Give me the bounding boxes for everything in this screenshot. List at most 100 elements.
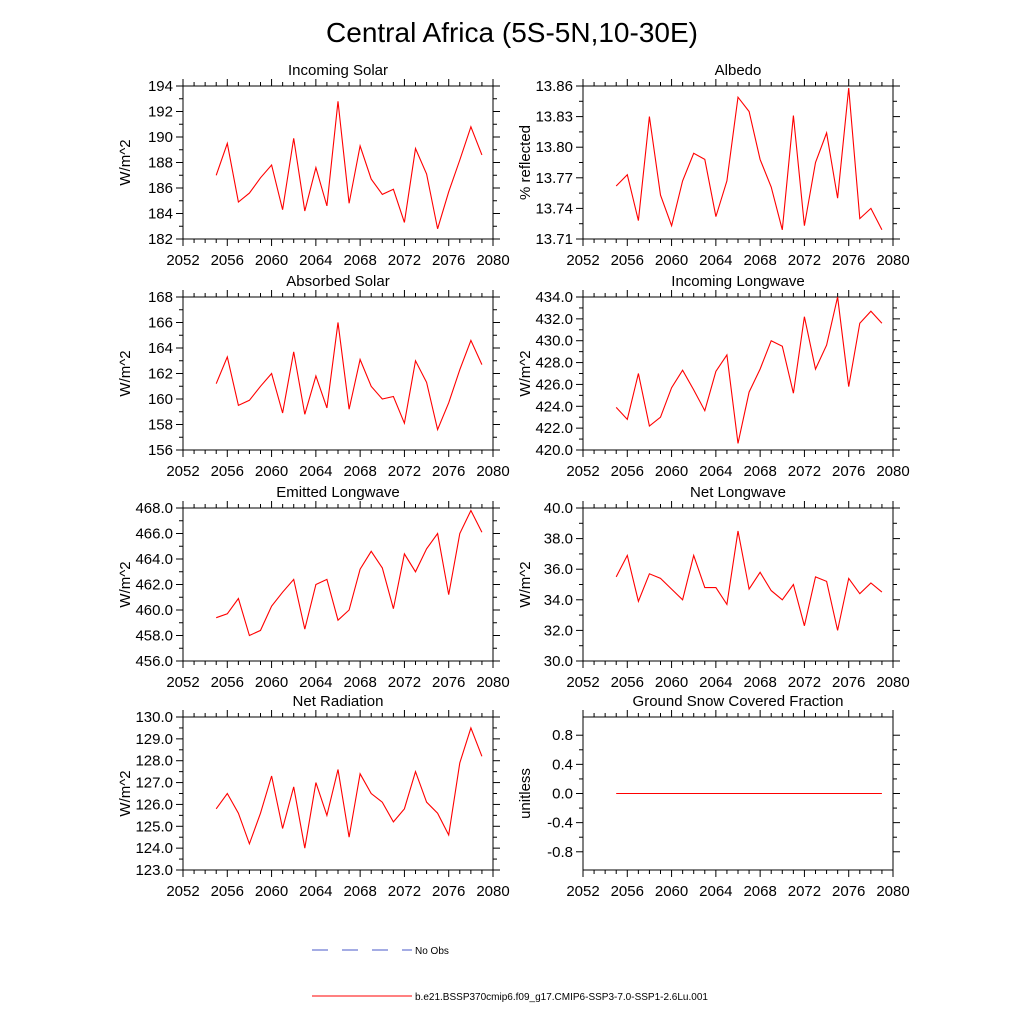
chart-2-ytick-label: 13.86 bbox=[535, 78, 573, 95]
chart-1-ytick-label: 182 bbox=[148, 231, 173, 248]
chart-2-ytick-label: 13.74 bbox=[535, 200, 573, 217]
chart-1-xtick-label: 2072 bbox=[388, 252, 421, 269]
chart-5-xtick-label: 2076 bbox=[432, 674, 465, 691]
chart-4-ylabel: W/m^2 bbox=[517, 350, 534, 396]
chart-5-ytick-label: 466.0 bbox=[135, 526, 173, 543]
chart-1-ylabel: W/m^2 bbox=[117, 139, 134, 185]
chart-5-xtick-label: 2068 bbox=[343, 674, 376, 691]
chart-1-xtick-label: 2064 bbox=[299, 252, 332, 269]
chart-7-frame bbox=[182, 716, 494, 871]
chart-3-xtick-label: 2064 bbox=[299, 463, 332, 480]
chart-4-xtick-label: 2064 bbox=[699, 463, 732, 480]
chart-8-panel: Ground Snow Covered Fraction unitless 2052… bbox=[517, 693, 910, 900]
chart-6-xtick-label: 2060 bbox=[655, 674, 688, 691]
chart-8-xtick-label: 2056 bbox=[611, 883, 644, 900]
chart-1-ytick-label: 188 bbox=[148, 155, 173, 172]
chart-3-xtick-label: 2056 bbox=[211, 463, 244, 480]
chart-3-ytick-label: 158 bbox=[148, 417, 173, 434]
chart-4-xtick-label: 2056 bbox=[611, 463, 644, 480]
chart-7-title: Net Radiation bbox=[293, 693, 384, 710]
chart-3-ytick-label: 162 bbox=[148, 366, 173, 383]
chart-4-title: Incoming Longwave bbox=[671, 273, 804, 290]
chart-4-xtick-label: 2068 bbox=[743, 463, 776, 480]
chart-7-ytick-label: 123.0 bbox=[135, 862, 173, 879]
chart-4-ytick-label: 430.0 bbox=[535, 333, 573, 350]
chart-1-xtick-label: 2060 bbox=[255, 252, 288, 269]
chart-5-ytick-label: 460.0 bbox=[135, 602, 173, 619]
chart-7-xtick-label: 2072 bbox=[388, 883, 421, 900]
chart-7-ytick-label: 124.0 bbox=[135, 840, 173, 857]
chart-6-xtick-label: 2064 bbox=[699, 674, 732, 691]
chart-7-xtick-label: 2076 bbox=[432, 883, 465, 900]
chart-6-xtick-label: 2080 bbox=[876, 674, 909, 691]
chart-7-xtick-label: 2056 bbox=[211, 883, 244, 900]
chart-5-xtick-label: 2060 bbox=[255, 674, 288, 691]
chart-5-ytick-label: 458.0 bbox=[135, 628, 173, 645]
chart-4-panel: Incoming Longwave W/m^2 2052 2056 2060 2064 20… bbox=[517, 273, 910, 480]
chart-8-xtick-label: 2052 bbox=[566, 883, 599, 900]
chart-5-panel: Emitted Longwave W/m^2 2052 2056 2060 2064 206… bbox=[117, 484, 510, 691]
chart-5-xtick-label: 2072 bbox=[388, 674, 421, 691]
chart-4-ytick-label: 420.0 bbox=[535, 442, 573, 459]
legend-obs-label: No Obs bbox=[415, 946, 449, 957]
legend: No Obs b.e21.BSSP370cmip6.f09_g17.CMIP6-… bbox=[312, 946, 708, 1003]
chart-3-ylabel: W/m^2 bbox=[117, 350, 134, 396]
chart-1-ytick-label: 194 bbox=[148, 78, 173, 95]
chart-2-xtick-label: 2064 bbox=[699, 252, 732, 269]
chart-4-frame bbox=[582, 296, 894, 451]
chart-2-xtick-label: 2056 bbox=[611, 252, 644, 269]
chart-8-xtick-label: 2080 bbox=[876, 883, 909, 900]
chart-8-ytick-label: -0.8 bbox=[547, 844, 573, 861]
chart-6-ytick-label: 38.0 bbox=[544, 531, 573, 548]
chart-6-ytick-label: 36.0 bbox=[544, 561, 573, 578]
chart-5-xtick-label: 2064 bbox=[299, 674, 332, 691]
chart-5-ylabel: W/m^2 bbox=[117, 561, 134, 607]
chart-7-ytick-label: 128.0 bbox=[135, 753, 173, 770]
chart-8-ytick-label: 0.0 bbox=[552, 786, 573, 803]
chart-7-series-line bbox=[215, 726, 483, 849]
chart-2-xtick-label: 2072 bbox=[788, 252, 821, 269]
chart-3-ytick-label: 164 bbox=[148, 340, 173, 357]
chart-6-ytick-label: 32.0 bbox=[544, 622, 573, 639]
chart-7-xtick-label: 2068 bbox=[343, 883, 376, 900]
chart-6-xtick-label: 2072 bbox=[788, 674, 821, 691]
chart-4-ytick-label: 432.0 bbox=[535, 311, 573, 328]
chart-6-xtick-label: 2056 bbox=[611, 674, 644, 691]
chart-6-series-line bbox=[615, 530, 883, 631]
chart-3-ytick-label: 156 bbox=[148, 442, 173, 459]
chart-4-ytick-label: 428.0 bbox=[535, 355, 573, 372]
chart-7-ytick-label: 129.0 bbox=[135, 731, 173, 748]
chart-2-ytick-label: 13.77 bbox=[535, 170, 573, 187]
chart-8-xtick-label: 2064 bbox=[699, 883, 732, 900]
chart-3-xtick-label: 2052 bbox=[166, 463, 199, 480]
chart-1-xtick-label: 2068 bbox=[343, 252, 376, 269]
chart-4-ytick-label: 422.0 bbox=[535, 420, 573, 437]
chart-5-ytick-label: 462.0 bbox=[135, 577, 173, 594]
chart-6-ytick-label: 34.0 bbox=[544, 592, 573, 609]
chart-6-xtick-label: 2076 bbox=[832, 674, 865, 691]
chart-8-xtick-label: 2060 bbox=[655, 883, 688, 900]
chart-7-ytick-label: 127.0 bbox=[135, 775, 173, 792]
chart-6-panel: Net Longwave W/m^2 2052 2056 2060 2064 2068 207… bbox=[517, 484, 910, 691]
chart-3-title: Absorbed Solar bbox=[286, 273, 389, 290]
chart-3-xtick-label: 2060 bbox=[255, 463, 288, 480]
chart-2-xtick-label: 2060 bbox=[655, 252, 688, 269]
chart-3-frame bbox=[182, 296, 494, 451]
chart-8-ytick-label: 0.4 bbox=[552, 756, 573, 773]
chart-1-ytick-label: 186 bbox=[148, 180, 173, 197]
chart-2-xtick-label: 2068 bbox=[743, 252, 776, 269]
panels: Incoming Solar W/m^2 2052 2056 2060 2064 2068 2… bbox=[117, 62, 910, 900]
chart-8-xtick-label: 2076 bbox=[832, 883, 865, 900]
chart-2-ylabel: % reflected bbox=[517, 125, 534, 200]
chart-1-title: Incoming Solar bbox=[288, 62, 388, 79]
chart-1-series-line bbox=[215, 101, 483, 229]
chart-3-xtick-label: 2080 bbox=[476, 463, 509, 480]
chart-2-title: Albedo bbox=[715, 62, 762, 79]
chart-8-xtick-label: 2068 bbox=[743, 883, 776, 900]
chart-1-xtick-label: 2052 bbox=[166, 252, 199, 269]
chart-7-ytick-label: 130.0 bbox=[135, 709, 173, 726]
chart-3-xtick-label: 2076 bbox=[432, 463, 465, 480]
chart-3-xtick-label: 2072 bbox=[388, 463, 421, 480]
chart-7-xtick-label: 2080 bbox=[476, 883, 509, 900]
